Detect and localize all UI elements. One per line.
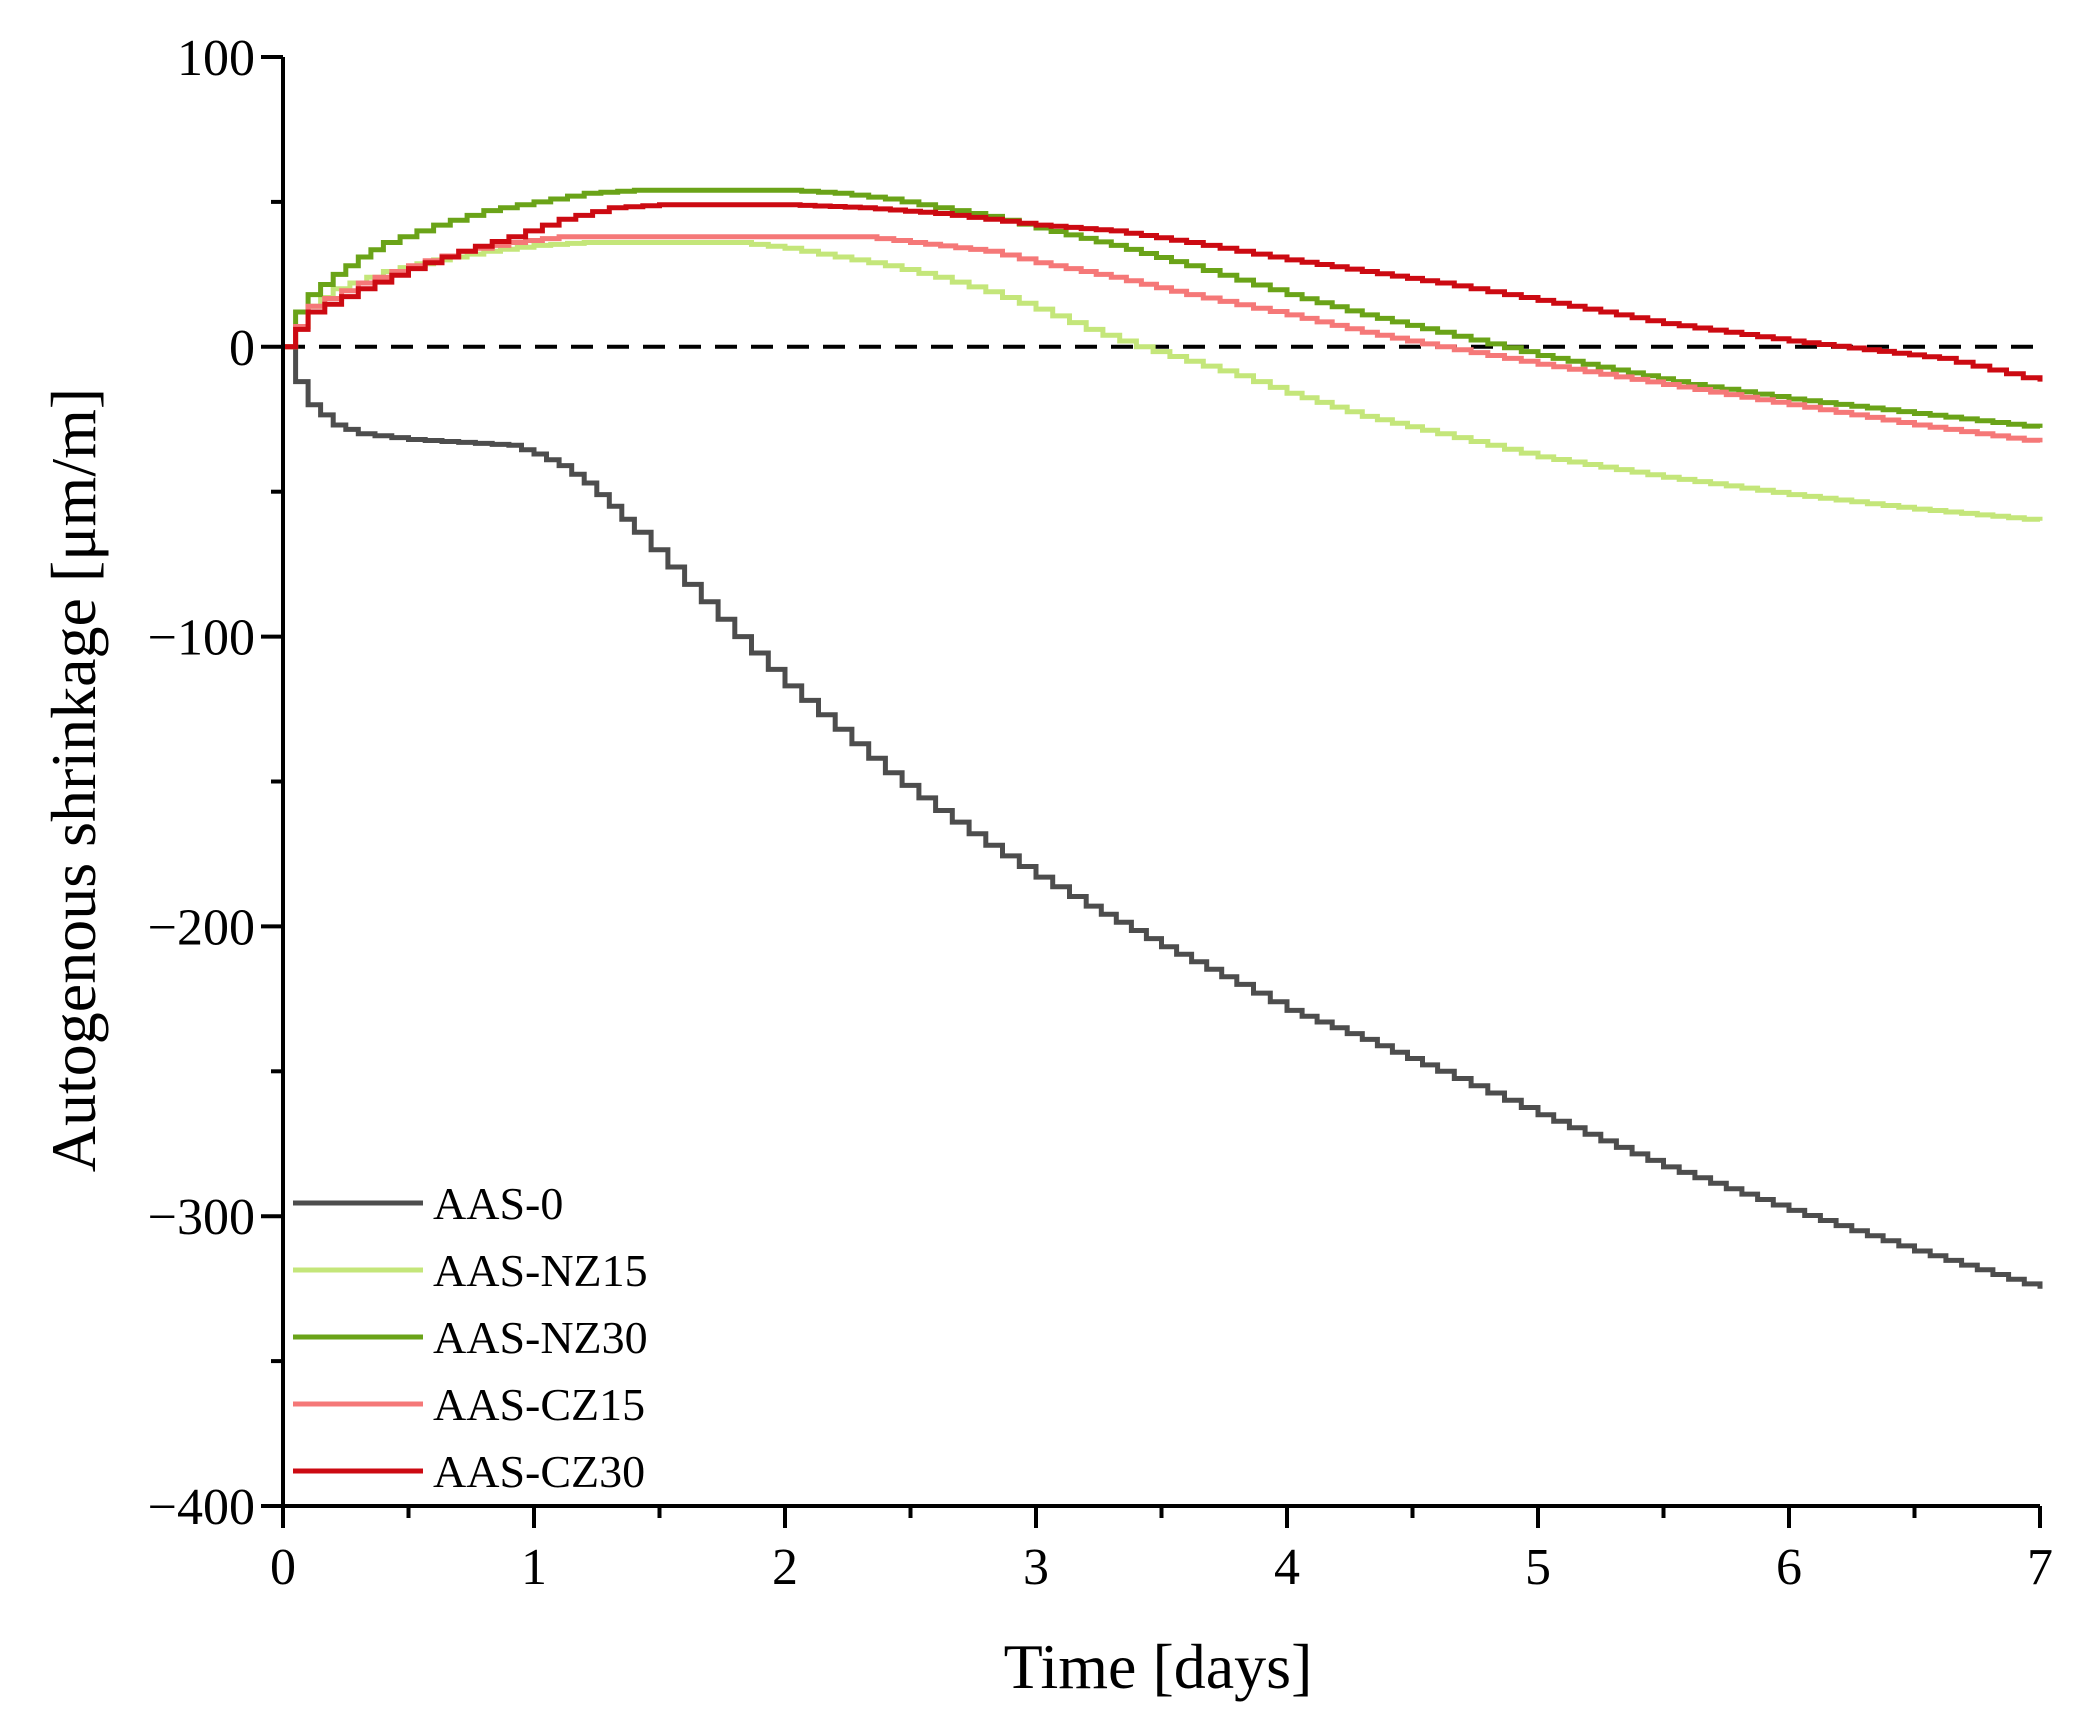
series-line-aas-cz15 — [283, 234, 2043, 443]
legend: AAS-0 AAS-NZ15 AAS-NZ30 AAS-CZ15 AAS-CZ30 — [293, 1178, 648, 1497]
x-tick-label: 1 — [521, 1539, 547, 1596]
y-tick-label: −400 — [148, 1479, 255, 1536]
x-tick-label: 4 — [1274, 1539, 1300, 1596]
x-tick-label: 5 — [1525, 1539, 1551, 1596]
legend-label-aas-cz30: AAS-CZ30 — [433, 1446, 645, 1497]
legend-label-aas-0: AAS-0 — [433, 1178, 563, 1229]
axes: 100 0 −100 −200 −300 −400 0 1 2 3 4 5 6 7 — [148, 30, 2053, 1596]
y-axis-title: Autogenous shrinkage [μm/m] — [38, 388, 109, 1172]
series-line-aas-0 — [283, 344, 2043, 1289]
series-line-aas-cz30 — [283, 202, 2043, 382]
legend-label-aas-cz15: AAS-CZ15 — [433, 1379, 645, 1430]
x-tick-label: 2 — [772, 1539, 798, 1596]
legend-label-aas-nz30: AAS-NZ30 — [433, 1312, 648, 1363]
plot-area — [283, 187, 2043, 1289]
y-tick-label: −200 — [148, 899, 255, 956]
y-tick-label: −100 — [148, 610, 255, 667]
x-tick-label: 7 — [2027, 1539, 2053, 1596]
x-tick-label: 6 — [1776, 1539, 1802, 1596]
x-axis-title: Time [days] — [1004, 1631, 1313, 1702]
y-tick-label: 100 — [177, 30, 255, 87]
legend-label-aas-nz15: AAS-NZ15 — [433, 1245, 648, 1296]
series-line-aas-nz30 — [283, 187, 2043, 429]
x-tick-label: 3 — [1023, 1539, 1049, 1596]
y-tick-label: −300 — [148, 1189, 255, 1246]
series-line-aas-nz15 — [283, 240, 2043, 522]
y-tick-label: 0 — [229, 320, 255, 377]
x-tick-label: 0 — [270, 1539, 296, 1596]
